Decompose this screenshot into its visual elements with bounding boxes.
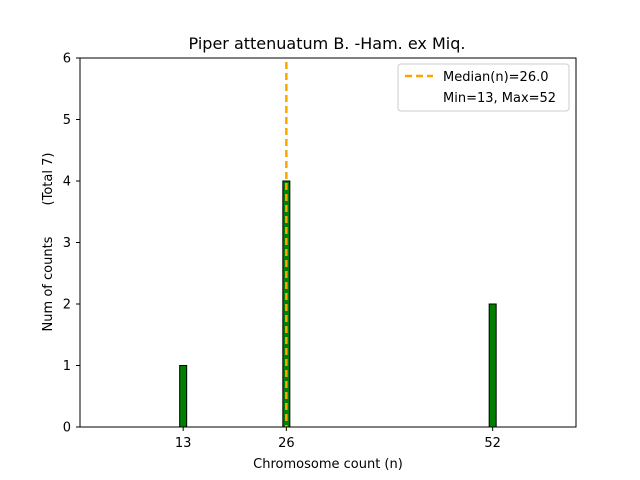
y-tick-label: 0 bbox=[63, 421, 71, 436]
legend: Median(n)=26.0 Min=13, Max=52 bbox=[397, 63, 570, 112]
y-tick-label: 2 bbox=[63, 298, 71, 313]
legend-median-label: Median(n)=26.0 bbox=[443, 70, 549, 85]
y-tick-label: 5 bbox=[63, 113, 71, 128]
chart-title: Piper attenuatum B. -Ham. ex Miq. bbox=[189, 34, 466, 53]
bar-0 bbox=[179, 365, 188, 428]
y-tick-label: 4 bbox=[63, 175, 71, 190]
y-axis-total-label: (Total 7) bbox=[41, 153, 56, 206]
x-tick-label: 13 bbox=[175, 436, 192, 451]
x-tick-label: 26 bbox=[278, 436, 295, 451]
x-axis: 13 26 52 bbox=[175, 427, 501, 451]
legend-minmax-label: Min=13, Max=52 bbox=[443, 91, 556, 106]
x-axis-label: Chromosome count (n) bbox=[253, 457, 403, 472]
legend-frame bbox=[397, 63, 570, 112]
y-tick-label: 6 bbox=[63, 52, 71, 67]
plot-frame bbox=[79, 57, 577, 428]
x-tick-label: 52 bbox=[484, 436, 501, 451]
y-axis: 0 1 2 3 4 5 6 bbox=[63, 52, 80, 436]
bar-2 bbox=[488, 303, 497, 428]
y-tick-label: 1 bbox=[63, 359, 71, 374]
plot-area bbox=[131, 62, 527, 428]
y-tick-label: 3 bbox=[63, 236, 71, 251]
y-axis-label: Num of counts bbox=[41, 236, 56, 331]
